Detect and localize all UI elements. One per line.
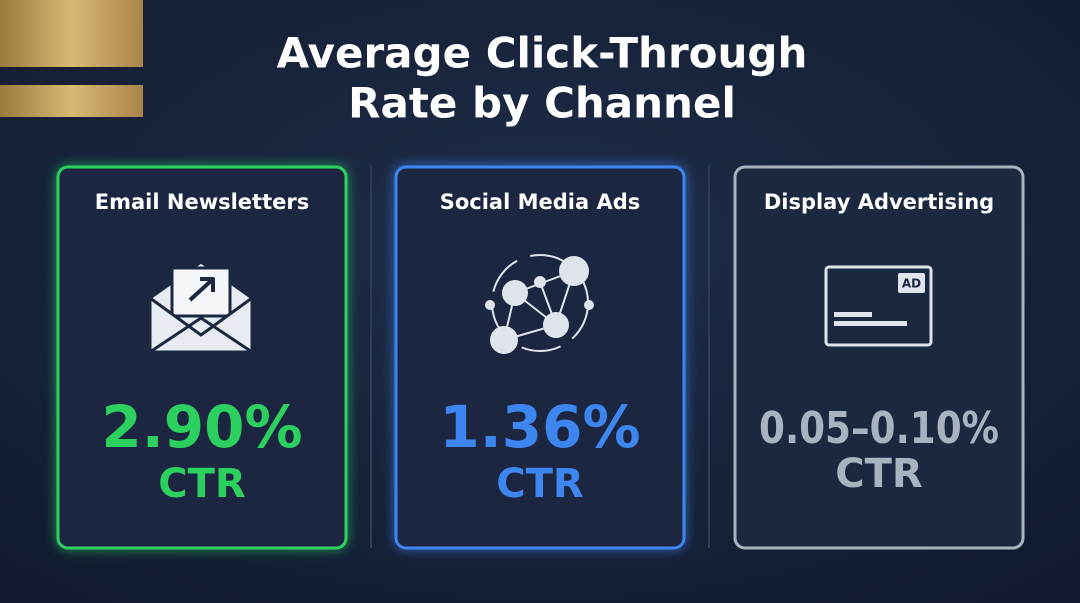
card xyxy=(394,165,686,550)
card xyxy=(733,165,1025,550)
envelope-icon xyxy=(148,260,254,354)
card-unit: CTR xyxy=(835,451,922,497)
card-value: 2.90% xyxy=(101,393,302,461)
card-title: Email Newsletters xyxy=(95,190,309,214)
card-value: 1.36% xyxy=(439,393,640,461)
card-unit: CTR xyxy=(496,461,583,507)
card-value: 0.05–0.10% xyxy=(759,403,999,454)
network-icon xyxy=(485,254,594,354)
title: Average Click-Through xyxy=(277,29,808,78)
ad-icon: AD xyxy=(824,265,933,347)
card xyxy=(56,165,348,550)
card-unit: CTR xyxy=(158,461,245,507)
card-title: Display Advertising xyxy=(764,190,994,214)
ad-badge: AD xyxy=(902,277,921,291)
gold-bar xyxy=(0,85,143,117)
title: Rate by Channel xyxy=(348,79,736,128)
card-title: Social Media Ads xyxy=(440,190,641,214)
gold-bar xyxy=(0,0,143,67)
